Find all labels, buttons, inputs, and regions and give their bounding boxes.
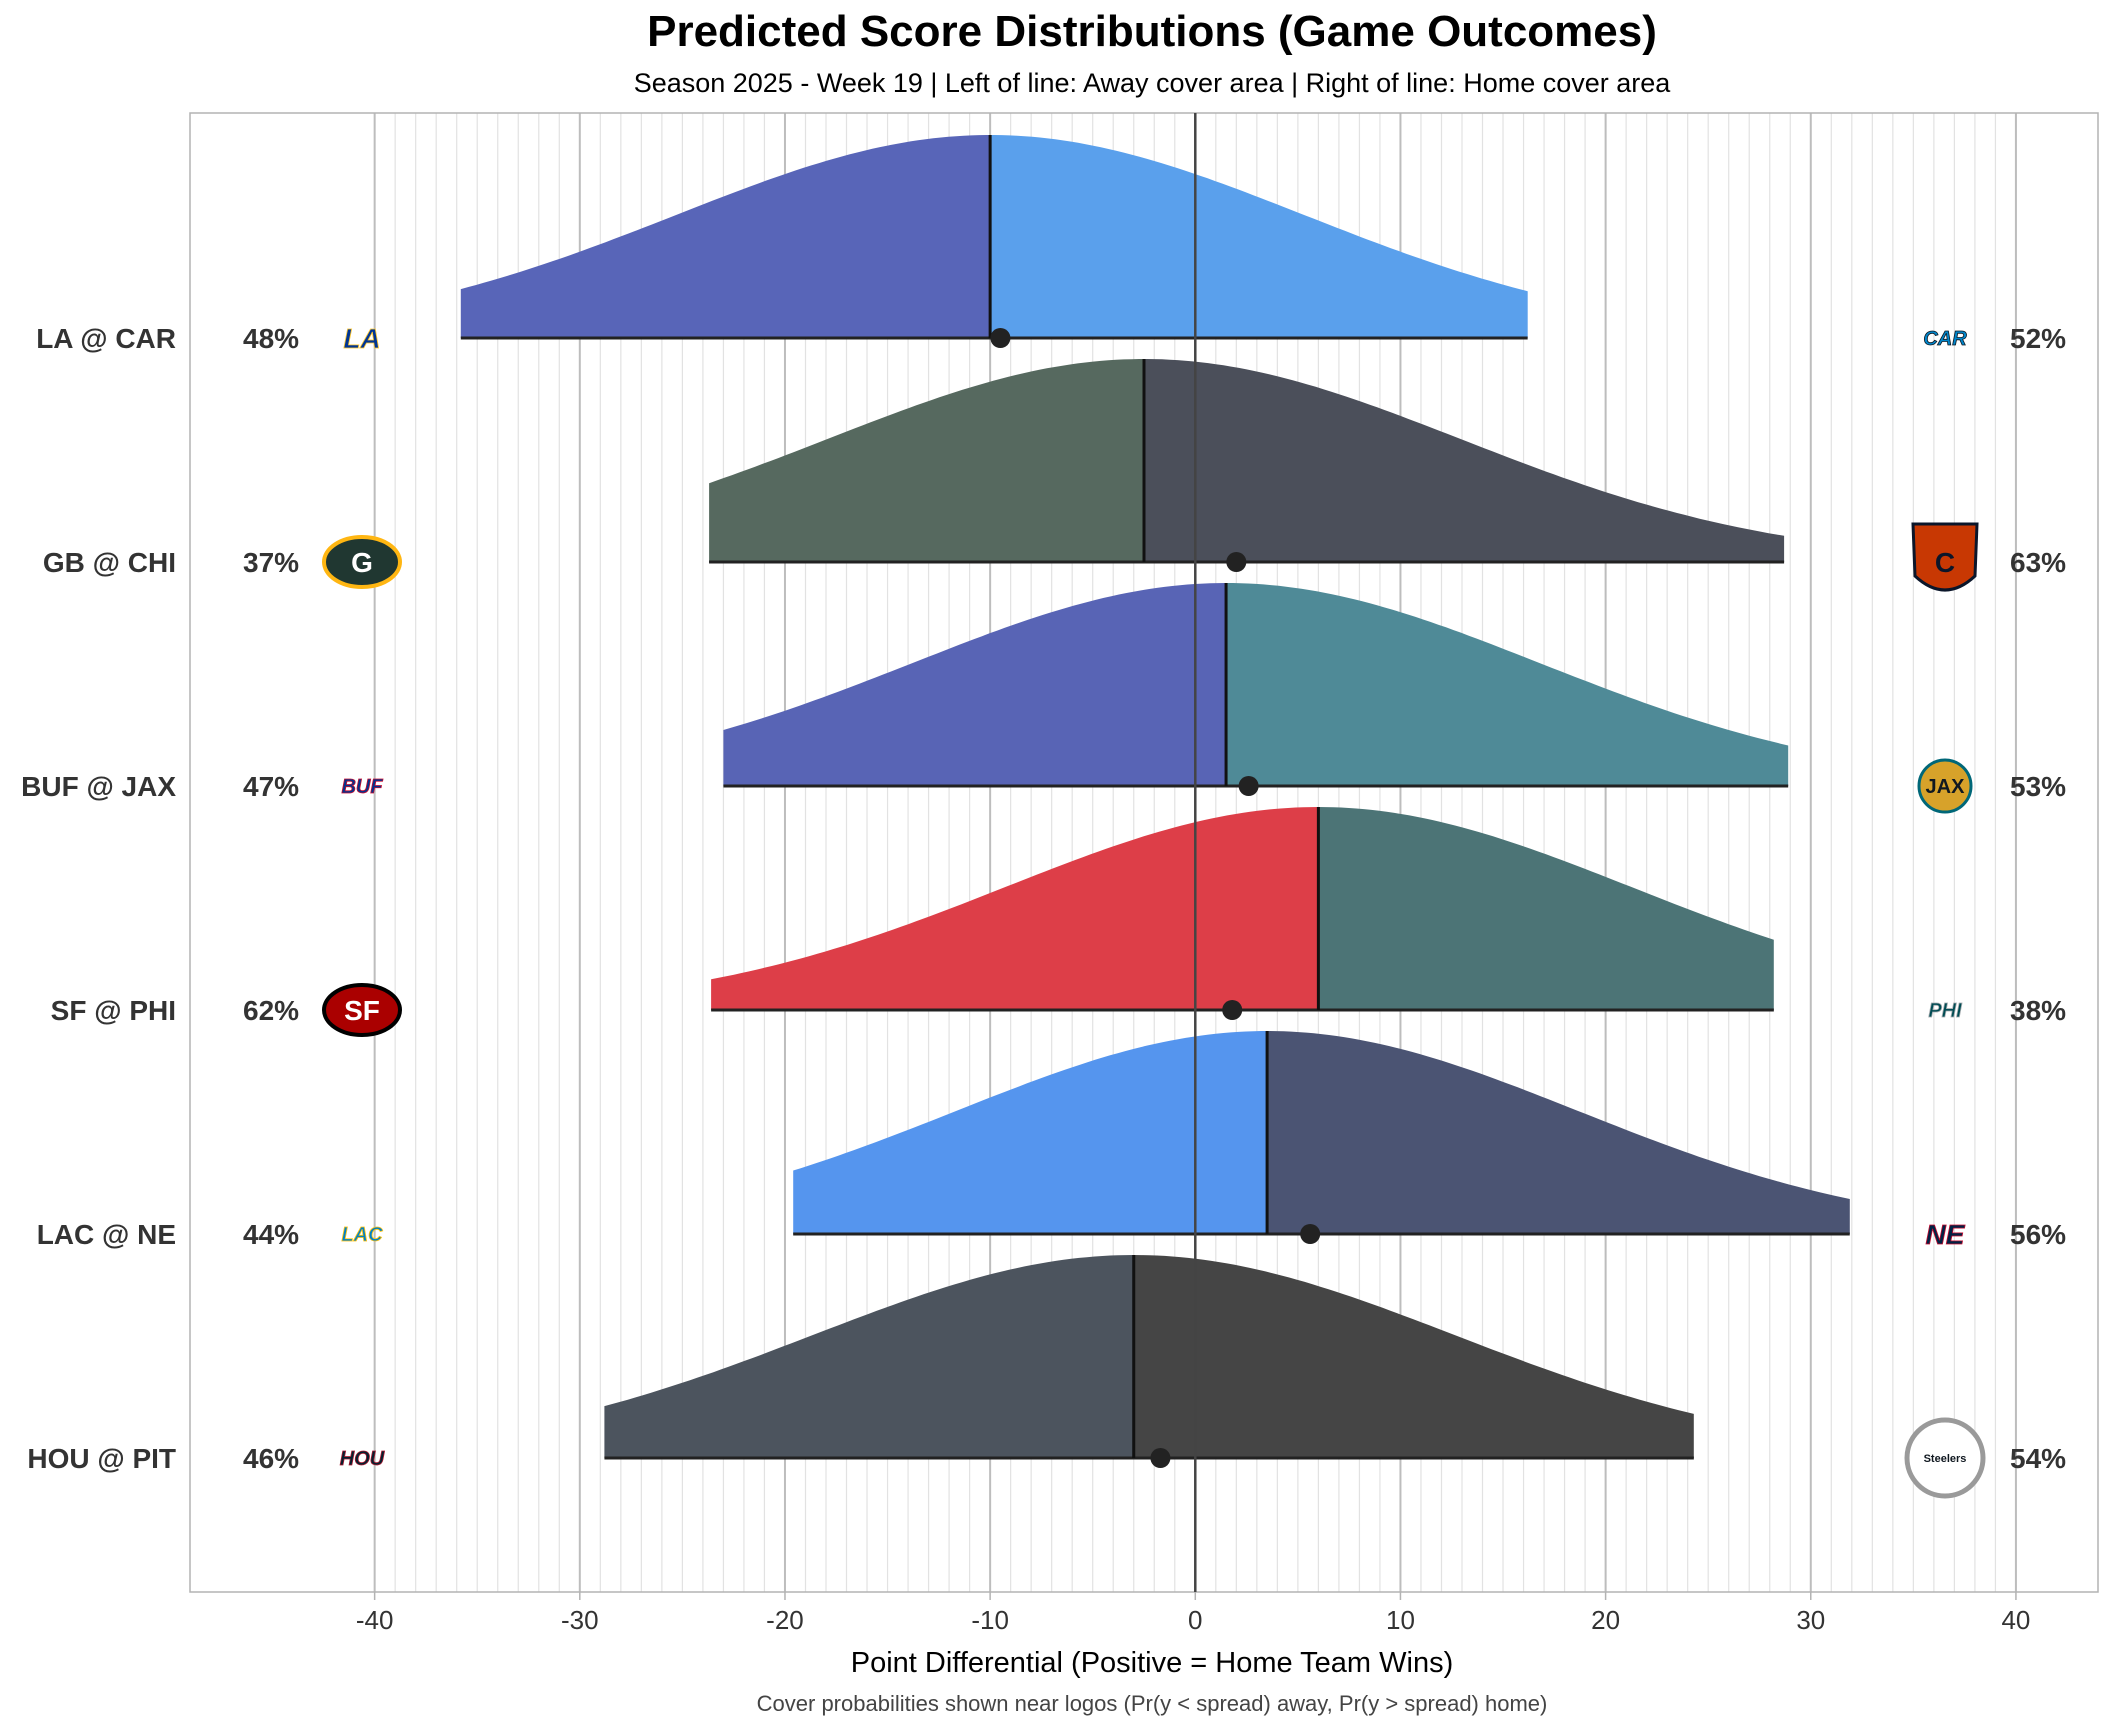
game-label: SF @ PHI (51, 995, 176, 1026)
eagles-logo: PHI (1928, 1000, 1963, 1023)
away-cover-pct: 44% (243, 1219, 299, 1250)
home-cover-pct: 63% (2010, 547, 2066, 578)
predicted-point (1300, 1224, 1321, 1244)
svg-text:JAX: JAX (1926, 776, 1966, 798)
home-cover-pct: 52% (2010, 323, 2066, 354)
away-cover-area (723, 583, 1227, 786)
home-cover-area (1133, 1255, 1694, 1458)
bills-logo: BUF (341, 776, 384, 799)
away-cover-area (460, 135, 991, 338)
row-annotations: LA @ CAR 48% 52% LA CAR GB @ CHI 37% 63% G C BUF @… (21, 323, 2066, 1499)
home-cover-area (1144, 359, 1785, 562)
away-cover-area (711, 807, 1319, 1010)
x-tick-label: 0 (1188, 1605, 1202, 1635)
svg-text:BUF: BUF (341, 776, 383, 798)
x-axis-label: Point Differential (Positive = Home Team… (851, 1647, 1454, 1679)
points-layer (990, 328, 1321, 1468)
home-cover-pct: 38% (2010, 995, 2066, 1026)
svg-text:HOU: HOU (340, 1448, 385, 1470)
home-cover-pct: 54% (2010, 1443, 2066, 1474)
away-cover-area (709, 359, 1144, 562)
x-axis-ticks: -40 -30 -20 -10 0 10 20 30 40 (356, 1592, 2030, 1635)
home-cover-area (1226, 583, 1789, 786)
svg-text:C: C (1935, 547, 1955, 578)
away-cover-pct: 62% (243, 995, 299, 1026)
svg-text:Steelers: Steelers (1924, 1453, 1967, 1465)
predicted-point (990, 328, 1011, 348)
svg-text:LAC: LAC (341, 1224, 383, 1246)
chart-caption: Cover probabilities shown near logos (Pr… (757, 1691, 1548, 1716)
x-tick-label: -40 (356, 1605, 394, 1635)
svg-text:G: G (351, 547, 373, 578)
away-cover-pct: 48% (243, 323, 299, 354)
chart-title: Predicted Score Distributions (Game Outc… (647, 7, 1657, 56)
game-label: GB @ CHI (43, 547, 176, 578)
x-tick-label: -30 (561, 1605, 599, 1635)
bears-logo: C (1911, 522, 1979, 592)
svg-text:NE: NE (1926, 1219, 1966, 1250)
predicted-point (1222, 1000, 1243, 1020)
svg-text:PHI: PHI (1928, 1000, 1962, 1022)
svg-text:LA: LA (343, 323, 380, 354)
home-cover-pct: 53% (2010, 771, 2066, 802)
x-tick-label: 20 (1591, 1605, 1620, 1635)
predicted-point (1238, 776, 1259, 796)
away-cover-pct: 47% (243, 771, 299, 802)
x-tick-label: 30 (1796, 1605, 1825, 1635)
home-cover-area (1267, 1031, 1850, 1234)
ridge-gb-chi (709, 359, 1785, 564)
packers-logo: G (322, 535, 402, 589)
away-cover-area (793, 1031, 1268, 1234)
plot-frame (189, 112, 2099, 1593)
away-cover-area (604, 1255, 1134, 1458)
49ers-logo: SF (322, 983, 402, 1037)
ridge-buf-jax (723, 583, 1789, 788)
texans-logo: HOU (339, 1448, 385, 1471)
game-label: LAC @ NE (37, 1219, 176, 1250)
steelers-logo: Steelers (1904, 1417, 1986, 1499)
patriots-logo: NE (1925, 1219, 1966, 1251)
home-cover-area (1318, 807, 1774, 1010)
ridge-lac-ne (793, 1031, 1850, 1236)
game-label: HOU @ PIT (27, 1443, 176, 1474)
predicted-point (1226, 552, 1247, 572)
ridge-sf-phi (711, 807, 1774, 1012)
game-label: LA @ CAR (36, 323, 176, 354)
rams-logo: LA (343, 323, 381, 355)
x-tick-label: -10 (971, 1605, 1009, 1635)
svg-text:SF: SF (344, 995, 380, 1026)
game-label: BUF @ JAX (21, 771, 176, 802)
x-tick-label: 10 (1386, 1605, 1415, 1635)
chart-subtitle: Season 2025 - Week 19 | Left of line: Aw… (634, 68, 1672, 98)
predicted-point (1150, 1448, 1171, 1468)
ridge-la-car (460, 135, 1528, 340)
jaguars-logo: JAX (1917, 758, 1973, 814)
away-cover-pct: 46% (243, 1443, 299, 1474)
chargers-logo: LAC (341, 1224, 383, 1247)
home-cover-pct: 56% (2010, 1219, 2066, 1250)
panthers-logo: CAR (1923, 328, 1968, 351)
x-tick-label: -20 (766, 1605, 804, 1635)
home-cover-area (990, 135, 1528, 338)
ridges-layer (460, 135, 1850, 1460)
away-cover-pct: 37% (243, 547, 299, 578)
ridge-hou-pit (604, 1255, 1694, 1460)
x-tick-label: 40 (2001, 1605, 2030, 1635)
svg-text:CAR: CAR (1923, 328, 1967, 350)
